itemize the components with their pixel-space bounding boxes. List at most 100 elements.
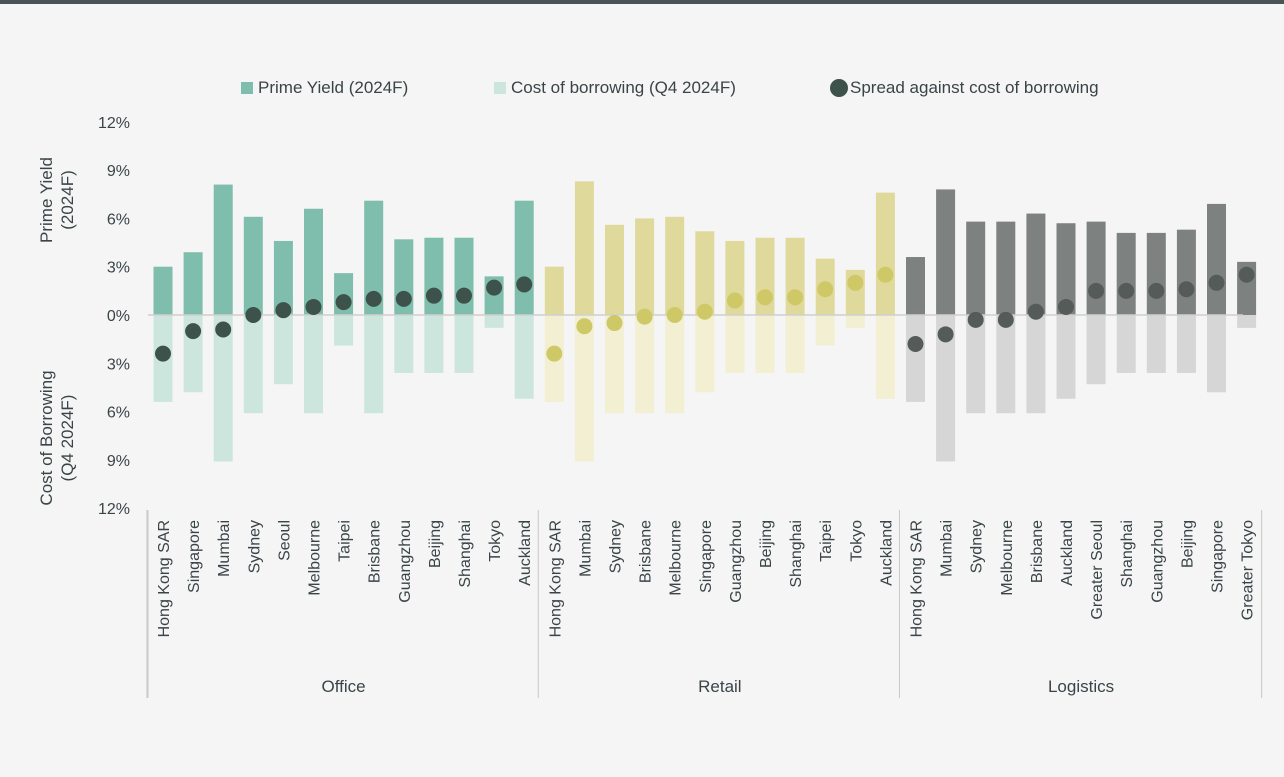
legend-swatch-cost-of-borrowing: [494, 82, 506, 94]
bar-prime-yield: [1176, 229, 1196, 315]
x-tick-label: Beijing: [758, 520, 775, 568]
bar-prime-yield: [243, 216, 263, 315]
dot-spread: [1148, 282, 1165, 299]
y-tick-label: 6%: [107, 211, 130, 228]
x-tick-label: Guangzhou: [397, 520, 414, 603]
legend-cost-of-borrowing: Cost of borrowing (Q4 2024F): [494, 78, 736, 98]
bar-cost-of-borrowing: [966, 315, 986, 414]
y-tick-label: 12%: [98, 115, 130, 132]
y-tick-label: 12%: [98, 501, 130, 518]
x-tick-label: Seoul: [276, 520, 293, 561]
dot-spread: [1027, 303, 1044, 320]
dot-spread: [726, 292, 743, 309]
x-tick-label: Auckland: [878, 520, 895, 586]
dot-spread: [967, 311, 984, 328]
bar-cost-of-borrowing: [1176, 315, 1196, 373]
dot-spread: [335, 294, 352, 311]
dot-spread: [1178, 281, 1195, 298]
bar-prime-yield: [1026, 213, 1046, 315]
dot-spread: [155, 345, 171, 362]
x-tick-label: Hong Kong SAR: [547, 520, 564, 637]
top-rule: [0, 0, 1284, 4]
bar-prime-yield: [514, 200, 534, 315]
bar-cost-of-borrowing: [364, 315, 384, 414]
dot-spread: [1118, 282, 1135, 299]
x-tick-label: Melbourne: [668, 520, 685, 596]
x-tick-label: Greater Seoul: [1089, 520, 1106, 620]
x-tick-label: Auckland: [1059, 520, 1076, 586]
y-tick-label: 3%: [107, 356, 130, 373]
y-tick-label: 6%: [107, 405, 130, 422]
bar-prime-yield: [304, 208, 323, 315]
bar-cost-of-borrowing: [1146, 315, 1166, 373]
dot-spread: [1208, 274, 1225, 291]
bar-cost-of-borrowing: [424, 315, 444, 373]
x-tick-label: Mumbai: [577, 520, 594, 577]
dot-spread: [847, 274, 864, 291]
y-tick-label: 9%: [107, 163, 130, 180]
legend-dot-spread: [830, 79, 848, 97]
bars-layer: [153, 181, 1257, 462]
bar-cost-of-borrowing: [514, 315, 534, 399]
x-tick-label: Brisbane: [1029, 520, 1046, 583]
bar-prime-yield: [574, 181, 594, 315]
dot-spread: [425, 287, 442, 304]
dot-spread: [1238, 266, 1255, 283]
bar-cost-of-borrowing: [213, 315, 233, 462]
bar-cost-of-borrowing: [1026, 315, 1046, 414]
bar-cost-of-borrowing: [394, 315, 414, 373]
x-tick-label: Singapore: [186, 520, 203, 593]
dot-spread: [395, 290, 412, 307]
bar-cost-of-borrowing: [273, 315, 293, 385]
group-label: Retail: [698, 677, 741, 696]
bar-cost-of-borrowing: [845, 315, 865, 328]
dot-spread: [757, 289, 773, 306]
bar-prime-yield: [966, 221, 986, 315]
bar-prime-yield: [1207, 203, 1226, 315]
dot-spread: [937, 326, 954, 343]
x-tick-label: Melbourne: [307, 520, 324, 596]
dot-spread: [606, 315, 623, 332]
x-tick-label: Tokyo: [487, 520, 504, 562]
dot-spread: [546, 345, 563, 362]
dot-spread: [486, 279, 503, 296]
bar-cost-of-borrowing: [665, 315, 685, 414]
x-tick-label: Hong Kong SAR: [156, 520, 173, 637]
x-tick-label: Tokyo: [848, 520, 865, 562]
dot-spread: [696, 303, 713, 320]
x-tick-label: Greater Tokyo: [1240, 520, 1257, 620]
bar-cost-of-borrowing: [304, 315, 323, 414]
bar-cost-of-borrowing: [1056, 315, 1076, 399]
bar-cost-of-borrowing: [755, 315, 775, 373]
bar-cost-of-borrowing: [695, 315, 715, 393]
legend-spread: Spread against cost of borrowing: [830, 78, 1099, 98]
bar-cost-of-borrowing: [605, 315, 624, 414]
bar-prime-yield: [875, 192, 895, 315]
y-tick-label: 9%: [107, 453, 130, 470]
x-tick-label: Guangzhou: [1149, 520, 1166, 603]
bar-prime-yield: [695, 231, 715, 315]
x-tick-label: Brisbane: [367, 520, 384, 583]
x-tick-label: Mumbai: [939, 520, 956, 577]
x-tick-label: Singapore: [698, 520, 715, 593]
bar-prime-yield: [605, 224, 624, 315]
bar-prime-yield: [183, 252, 203, 315]
x-tick-label: Hong Kong SAR: [909, 520, 926, 637]
x-tick-label: Mumbai: [216, 520, 233, 577]
dot-spread: [877, 266, 894, 283]
y-tick-label: 3%: [107, 260, 130, 277]
dot-spread: [275, 302, 292, 319]
bar-prime-yield: [1146, 232, 1166, 315]
dot-spread: [185, 323, 202, 340]
dot-spread: [1088, 282, 1105, 299]
bar-cost-of-borrowing: [725, 315, 745, 373]
x-tick-label: Guangzhou: [728, 520, 745, 603]
x-tick-label: Singapore: [1210, 520, 1227, 593]
bar-cost-of-borrowing: [635, 315, 655, 414]
x-tick-label: Shanghai: [457, 520, 474, 588]
dot-spread: [666, 307, 683, 323]
bar-cost-of-borrowing: [454, 315, 474, 373]
legend-label-cost-of-borrowing: Cost of borrowing (Q4 2024F): [511, 78, 736, 97]
bar-cost-of-borrowing: [1116, 315, 1136, 373]
